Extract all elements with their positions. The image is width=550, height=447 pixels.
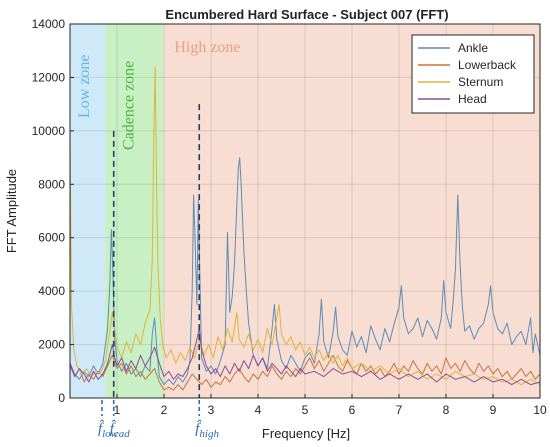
- y-tick-label: 10000: [32, 124, 66, 138]
- x-tick-label: 4: [255, 403, 262, 417]
- y-tick-label: 14000: [32, 17, 66, 31]
- x-tick-label: 6: [349, 403, 356, 417]
- zone-label-cadence: Cadence zone: [120, 61, 137, 150]
- x-tick-label: 7: [396, 403, 403, 417]
- series-line-sternum: [69, 66, 541, 386]
- x-tick-label: 9: [490, 403, 497, 417]
- legend-label-ankle: Ankle: [458, 41, 488, 55]
- x-tick-label: 5: [302, 403, 309, 417]
- y-tick-label: 4000: [38, 284, 65, 298]
- legend-label-lowerback: Lowerback: [458, 58, 517, 72]
- y-axis-label: FFT Amplitude: [4, 169, 19, 253]
- marker-label-cad: f̂cad: [110, 420, 131, 440]
- zone-label-low: Low zone: [76, 54, 93, 118]
- y-tick-label: 0: [58, 391, 65, 405]
- series-line-head: [69, 328, 541, 386]
- chart-title: Encumbered Hard Surface - Subject 007 (F…: [165, 7, 448, 22]
- x-axis-label: Frequency [Hz]: [262, 426, 350, 441]
- marker-label-high: f̂high: [195, 420, 219, 440]
- x-tick-label: 3: [208, 403, 215, 417]
- x-tick-label: 1: [114, 403, 121, 417]
- y-tick-label: 12000: [32, 70, 66, 84]
- x-tick-label: 2: [161, 403, 168, 417]
- y-tick-label: 6000: [38, 231, 65, 245]
- x-tick-label: 8: [443, 403, 450, 417]
- marker-subscript-cad: cad: [114, 428, 130, 440]
- series-line-ankle: [69, 157, 541, 386]
- marker-subscript-low: low: [102, 428, 119, 440]
- x-tick-label: 10: [533, 403, 547, 417]
- series-line-lowerback: [69, 354, 541, 391]
- legend-label-head: Head: [458, 92, 487, 106]
- y-tick-label: 8000: [38, 177, 65, 191]
- zone-band-0: [70, 24, 106, 398]
- zone-label-high: High zone: [174, 39, 240, 56]
- y-tick-label: 2000: [38, 338, 65, 352]
- legend-label-sternum: Sternum: [458, 75, 503, 89]
- marker-subscript-high: high: [199, 428, 219, 440]
